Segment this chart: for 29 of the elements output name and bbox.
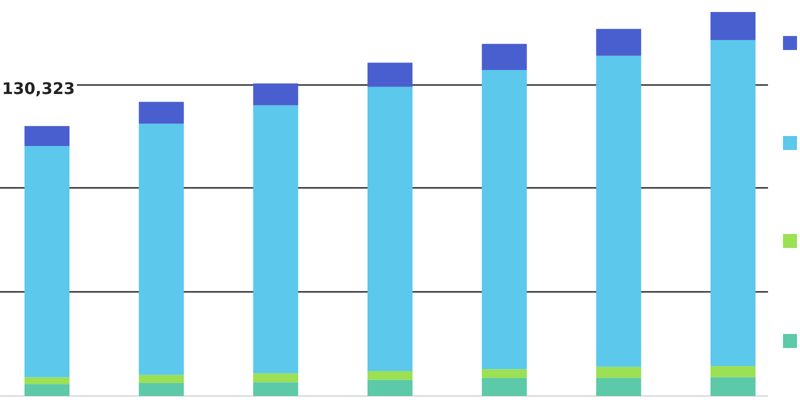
bar	[482, 44, 527, 70]
bar	[596, 28, 642, 56]
bar	[253, 83, 298, 106]
bar	[368, 371, 412, 380]
bar	[253, 105, 298, 374]
bar	[710, 40, 756, 366]
bar	[710, 377, 756, 396]
bar	[368, 86, 412, 372]
bar	[253, 373, 298, 382]
bar	[24, 384, 70, 396]
bar	[596, 56, 642, 367]
bar	[482, 369, 527, 378]
bar	[596, 378, 642, 396]
bar	[24, 377, 70, 384]
bar	[482, 378, 527, 396]
bar	[24, 126, 70, 146]
bar	[253, 382, 298, 396]
bar	[138, 102, 184, 124]
bar	[138, 124, 184, 375]
bar	[482, 70, 527, 370]
bar	[138, 374, 184, 383]
bar	[24, 146, 70, 378]
bar	[368, 62, 412, 87]
bar	[596, 366, 642, 378]
bar	[368, 380, 412, 396]
bar	[710, 366, 756, 378]
bar	[710, 12, 756, 40]
bar	[138, 382, 184, 396]
annotation: 130,323	[2, 78, 75, 98]
